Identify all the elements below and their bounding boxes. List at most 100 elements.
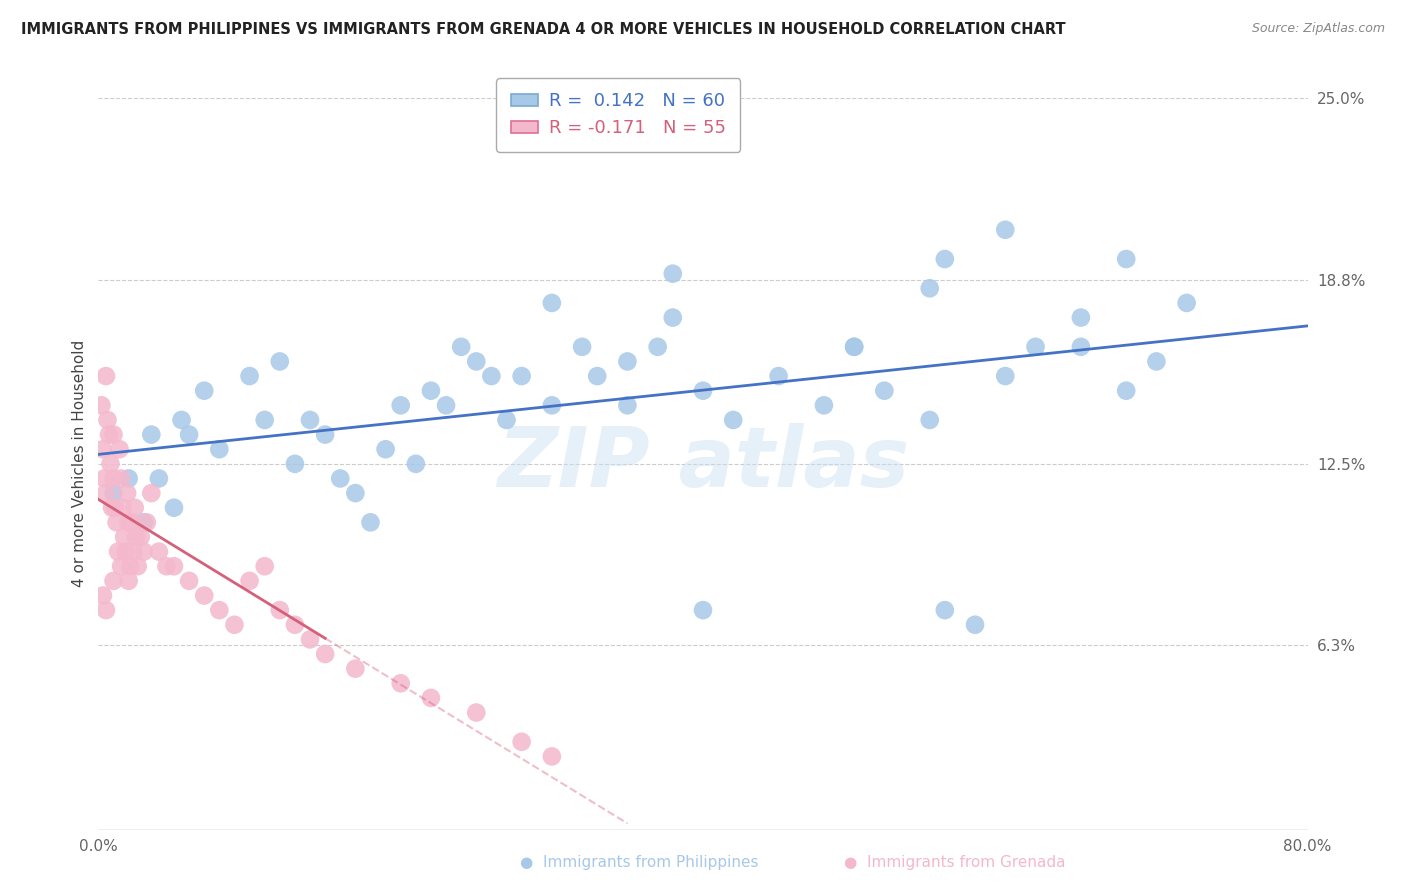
Point [115,486,138,500]
Point [540,749,562,764]
Point [647,340,669,354]
Point [208,442,231,457]
Point [103,574,125,588]
Point [450,340,472,354]
Text: ●  Immigrants from Philippines: ● Immigrants from Philippines [520,855,759,870]
Point [692,603,714,617]
Point [299,632,322,647]
Point [1115,252,1137,266]
Point [510,735,533,749]
Point [103,486,125,500]
Point [299,413,322,427]
Point [122,544,145,558]
Point [616,354,638,368]
Point [994,369,1017,384]
Point [170,413,193,427]
Point [405,457,427,471]
Point [179,427,201,442]
Point [934,603,956,617]
Point [163,500,186,515]
Point [284,617,307,632]
Legend: R =  0.142   N = 60, R = -0.171   N = 55: R = 0.142 N = 60, R = -0.171 N = 55 [496,78,741,152]
Point [661,267,683,281]
Point [723,413,745,427]
Point [481,369,503,384]
Point [510,369,533,384]
Point [118,471,141,485]
Point [1175,296,1198,310]
Point [121,516,143,530]
Point [344,486,367,500]
Point [91,589,114,603]
Text: IMMIGRANTS FROM PHILIPPINES VS IMMIGRANTS FROM GRENADA 4 OR MORE VEHICLES IN HOU: IMMIGRANTS FROM PHILIPPINES VS IMMIGRANT… [21,22,1066,37]
Point [616,398,638,412]
Point [127,559,149,574]
Text: ●  Immigrants from Grenada: ● Immigrants from Grenada [844,855,1066,870]
Point [420,690,443,705]
Point [141,486,163,500]
Point [208,603,231,617]
Point [118,574,141,588]
Point [253,413,276,427]
Point [193,589,215,603]
Point [129,530,152,544]
Point [111,500,134,515]
Point [844,340,866,354]
Point [269,354,291,368]
Point [103,427,125,442]
Point [132,544,155,558]
Point [107,544,129,558]
Point [813,398,835,412]
Point [540,398,562,412]
Point [91,442,114,457]
Point [239,369,262,384]
Point [873,384,896,398]
Point [120,559,142,574]
Point [1070,340,1092,354]
Point [1115,384,1137,398]
Point [389,398,412,412]
Point [586,369,609,384]
Point [344,662,367,676]
Point [571,340,593,354]
Point [1070,310,1092,325]
Point [94,369,117,384]
Point [108,442,131,457]
Point [110,471,132,485]
Point [135,516,157,530]
Point [163,559,186,574]
Point [155,559,177,574]
Point [1146,354,1168,368]
Point [314,647,336,661]
Point [692,384,714,398]
Point [374,442,396,457]
Point [125,530,148,544]
Text: Source: ZipAtlas.com: Source: ZipAtlas.com [1251,22,1385,36]
Point [148,544,170,558]
Point [93,471,115,485]
Point [105,516,128,530]
Point [360,516,382,530]
Point [101,500,124,515]
Point [389,676,412,690]
Point [98,427,121,442]
Point [148,471,170,485]
Point [465,706,488,720]
Point [253,559,276,574]
Point [104,500,127,515]
Point [284,457,307,471]
Point [100,457,122,471]
Point [965,617,987,632]
Point [768,369,790,384]
Point [239,574,262,588]
Point [934,252,956,266]
Y-axis label: 4 or more Vehicles in Household: 4 or more Vehicles in Household [72,340,87,588]
Point [224,617,246,632]
Point [495,413,517,427]
Point [540,296,562,310]
Point [94,603,117,617]
Point [141,427,163,442]
Point [918,281,941,295]
Point [1024,340,1046,354]
Point [420,384,443,398]
